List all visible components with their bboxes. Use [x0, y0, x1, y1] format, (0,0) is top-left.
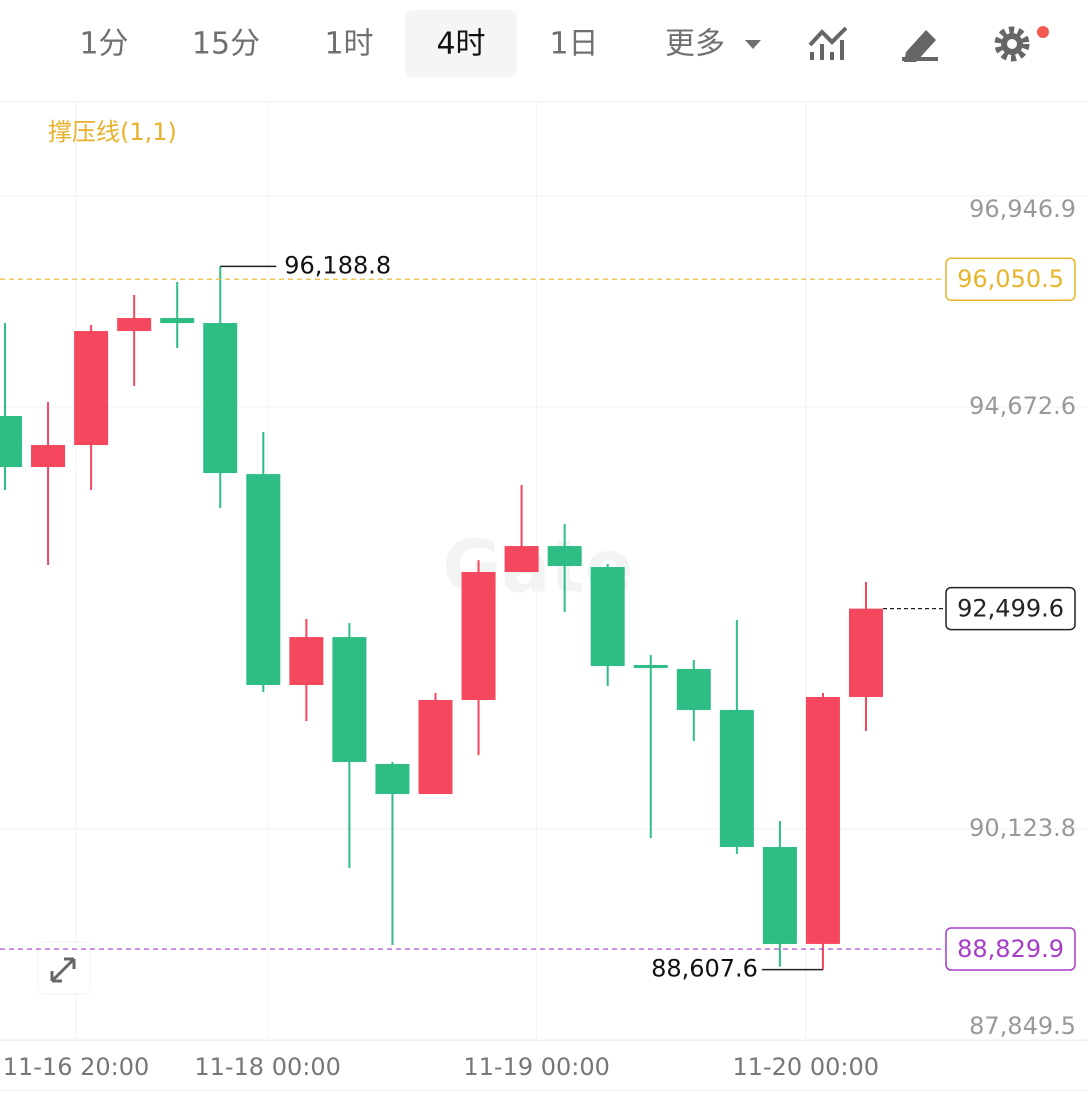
candle-body: [0, 415, 22, 468]
x-tick-label: 11-19 00:00: [463, 1053, 610, 1081]
y-tick-label: 96,946.9: [969, 195, 1076, 223]
x-tick-label: 11-16 20:00: [3, 1053, 150, 1081]
candle-body: [547, 546, 582, 567]
level-box: [945, 927, 1076, 971]
level-label: 96,050.5: [957, 265, 1064, 293]
candle-body: [418, 699, 453, 795]
tab[interactable]: 1时: [324, 27, 373, 62]
tab[interactable]: 1日: [549, 27, 598, 62]
y-tick-label: 90,123.8: [969, 814, 1076, 842]
x-tick-label: 11-18 00:00: [194, 1053, 341, 1081]
candle-body: [849, 608, 883, 697]
candle-body: [332, 637, 367, 763]
chart: 撑压线(1,1) Gate 87,849.590,123.894,672.696…: [0, 103, 1088, 1091]
candle-body: [74, 331, 109, 446]
candle-body: [590, 567, 625, 667]
tab[interactable]: 4时: [436, 27, 485, 62]
extreme-label: 88,607.6: [651, 955, 758, 983]
notification-dot: [1037, 26, 1049, 38]
tab[interactable]: 1分: [79, 27, 128, 62]
indicator-icon[interactable]: [808, 26, 848, 60]
candle-body: [805, 696, 840, 944]
y-tick-label: 87,849.5: [969, 1012, 1076, 1040]
level-label: 88,829.9: [957, 935, 1064, 963]
indicator-label: 撑压线(1,1): [48, 118, 177, 146]
level-label: 92,499.6: [957, 595, 1064, 623]
toolbar: 1分 15分 1时 4时 1日 更多: [0, 10, 1088, 102]
candle-body: [633, 664, 668, 668]
level-box: [945, 586, 1076, 631]
tab-selected-bg: [405, 10, 517, 77]
candle-body: [762, 846, 797, 944]
expand-button[interactable]: [37, 941, 91, 995]
candle-body: [246, 474, 281, 686]
level-box: [945, 257, 1076, 301]
candle-body: [461, 572, 496, 700]
candle-body: [289, 637, 324, 686]
tab[interactable]: 15分: [192, 27, 260, 62]
candle-body: [504, 546, 539, 573]
y-tick-label: 94,672.6: [969, 392, 1076, 420]
candle-body: [676, 668, 711, 710]
settings-icon[interactable]: [994, 26, 1049, 62]
candle-body: [719, 709, 754, 847]
draw-icon[interactable]: [902, 30, 938, 62]
more-arrow: [745, 40, 761, 49]
candle-body: [117, 318, 152, 332]
candle-body: [31, 445, 66, 468]
candle-body: [375, 763, 410, 795]
extreme-label: 96,188.8: [284, 251, 391, 279]
candle-body: [203, 323, 238, 474]
candle-body: [160, 318, 195, 324]
x-tick-label: 11-20 00:00: [732, 1053, 879, 1081]
tab[interactable]: 更多: [665, 27, 725, 62]
